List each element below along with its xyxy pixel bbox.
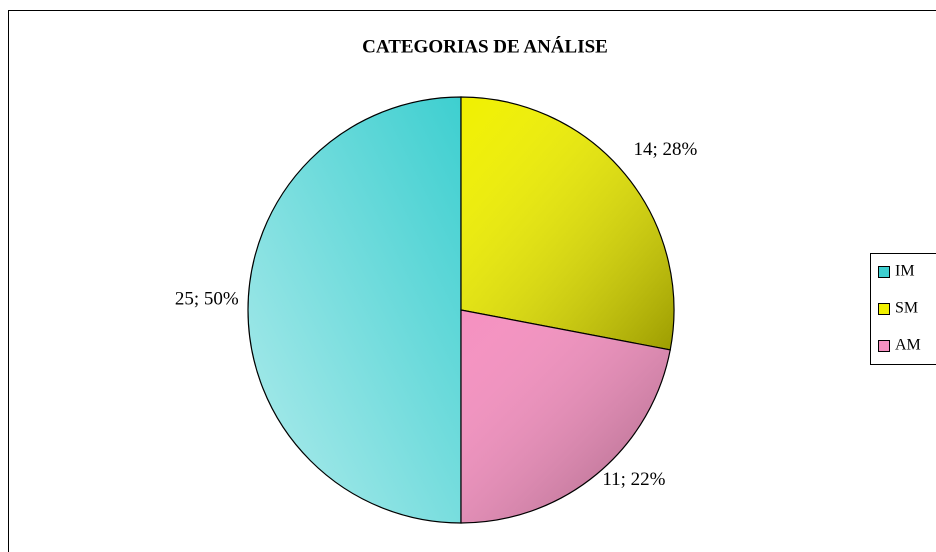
legend-label: AM bbox=[895, 337, 921, 354]
data-label: 11; 22% bbox=[602, 469, 665, 490]
legend-swatch bbox=[878, 303, 890, 315]
chart-title: CATEGORIAS DE ANÁLISE bbox=[362, 35, 608, 57]
data-label: 14; 28% bbox=[634, 139, 698, 160]
legend-label: SM bbox=[895, 300, 918, 317]
legend-swatch bbox=[878, 266, 890, 278]
slice-shade bbox=[247, 96, 462, 524]
legend-label: IM bbox=[895, 263, 915, 280]
slice-shade bbox=[460, 309, 671, 524]
slice-shade bbox=[460, 96, 675, 351]
data-label: 25; 50% bbox=[175, 288, 239, 309]
legend-swatch bbox=[878, 340, 890, 352]
